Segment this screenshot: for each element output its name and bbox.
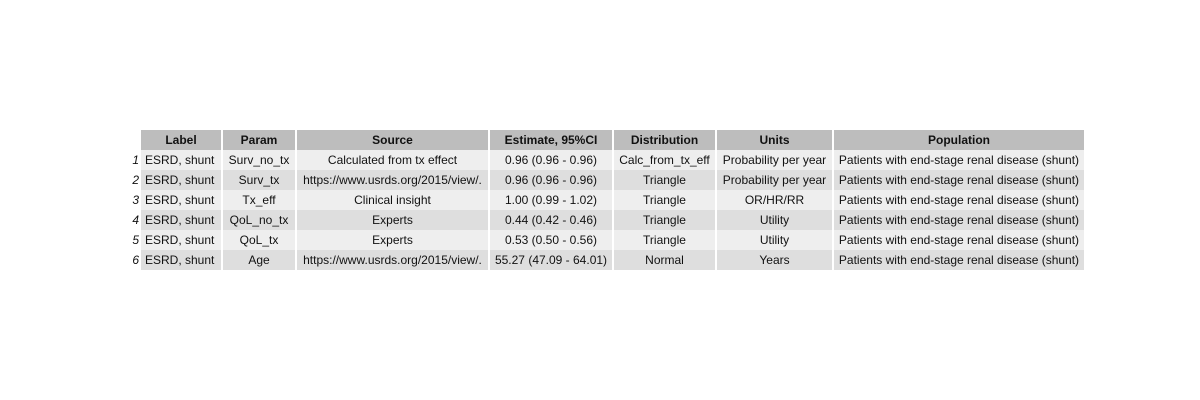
cell-distribution: Triangle <box>614 170 715 190</box>
row-number-header <box>129 130 139 150</box>
cell-population: Patients with end-stage renal disease (s… <box>834 170 1084 190</box>
cell-param: QoL_tx <box>223 230 295 250</box>
cell-source: Experts <box>297 230 488 250</box>
parameter-table: Label Param Source Estimate, 95%CI Distr… <box>127 130 1086 270</box>
cell-distribution: Triangle <box>614 210 715 230</box>
row-number: 5 <box>132 233 139 247</box>
cell-population: Patients with end-stage renal disease (s… <box>834 250 1084 270</box>
row-number: 2 <box>132 173 139 187</box>
row-number: 6 <box>132 253 139 267</box>
cell-param: Surv_no_tx <box>223 150 295 170</box>
cell-population: Patients with end-stage renal disease (s… <box>834 150 1084 170</box>
header-units: Units <box>717 130 832 150</box>
table-row: 3 ESRD, shunt Tx_eff Clinical insight 1.… <box>129 190 1084 210</box>
parameter-table-container: Label Param Source Estimate, 95%CI Distr… <box>127 130 1086 270</box>
cell-source: Clinical insight <box>297 190 488 210</box>
cell-estimate: 0.96 (0.96 - 0.96) <box>490 150 612 170</box>
table-row: 5 ESRD, shunt QoL_tx Experts 0.53 (0.50 … <box>129 230 1084 250</box>
cell-distribution: Triangle <box>614 190 715 210</box>
cell-source: https://www.usrds.org/2015/view/. <box>297 250 488 270</box>
cell-source: Experts <box>297 210 488 230</box>
cell-estimate: 1.00 (0.99 - 1.02) <box>490 190 612 210</box>
table-row: 6 ESRD, shunt Age https://www.usrds.org/… <box>129 250 1084 270</box>
cell-param: Age <box>223 250 295 270</box>
cell-units: Probability per year <box>717 170 832 190</box>
cell-label: ESRD, shunt <box>141 250 221 270</box>
table-row: 2 ESRD, shunt Surv_tx https://www.usrds.… <box>129 170 1084 190</box>
table-row: 4 ESRD, shunt QoL_no_tx Experts 0.44 (0.… <box>129 210 1084 230</box>
header-param: Param <box>223 130 295 150</box>
cell-units: Utility <box>717 210 832 230</box>
cell-units: Probability per year <box>717 150 832 170</box>
cell-units: Years <box>717 250 832 270</box>
cell-label: ESRD, shunt <box>141 190 221 210</box>
row-number: 3 <box>132 193 139 207</box>
cell-estimate: 0.44 (0.42 - 0.46) <box>490 210 612 230</box>
cell-distribution: Triangle <box>614 230 715 250</box>
table-row: 1 ESRD, shunt Surv_no_tx Calculated from… <box>129 150 1084 170</box>
cell-source: https://www.usrds.org/2015/view/. <box>297 170 488 190</box>
header-population: Population <box>834 130 1084 150</box>
header-label: Label <box>141 130 221 150</box>
header-estimate: Estimate, 95%CI <box>490 130 612 150</box>
cell-population: Patients with end-stage renal disease (s… <box>834 230 1084 250</box>
cell-param: Surv_tx <box>223 170 295 190</box>
cell-units: Utility <box>717 230 832 250</box>
cell-estimate: 0.53 (0.50 - 0.56) <box>490 230 612 250</box>
header-distribution: Distribution <box>614 130 715 150</box>
row-number: 1 <box>132 153 139 167</box>
cell-estimate: 55.27 (47.09 - 64.01) <box>490 250 612 270</box>
cell-label: ESRD, shunt <box>141 230 221 250</box>
header-source: Source <box>297 130 488 150</box>
cell-units: OR/HR/RR <box>717 190 832 210</box>
cell-distribution: Normal <box>614 250 715 270</box>
cell-param: Tx_eff <box>223 190 295 210</box>
cell-distribution: Calc_from_tx_eff <box>614 150 715 170</box>
cell-param: QoL_no_tx <box>223 210 295 230</box>
cell-label: ESRD, shunt <box>141 210 221 230</box>
cell-population: Patients with end-stage renal disease (s… <box>834 210 1084 230</box>
cell-population: Patients with end-stage renal disease (s… <box>834 190 1084 210</box>
cell-label: ESRD, shunt <box>141 170 221 190</box>
cell-label: ESRD, shunt <box>141 150 221 170</box>
row-number: 4 <box>132 213 139 227</box>
table-header-row: Label Param Source Estimate, 95%CI Distr… <box>129 130 1084 150</box>
cell-estimate: 0.96 (0.96 - 0.96) <box>490 170 612 190</box>
cell-source: Calculated from tx effect <box>297 150 488 170</box>
